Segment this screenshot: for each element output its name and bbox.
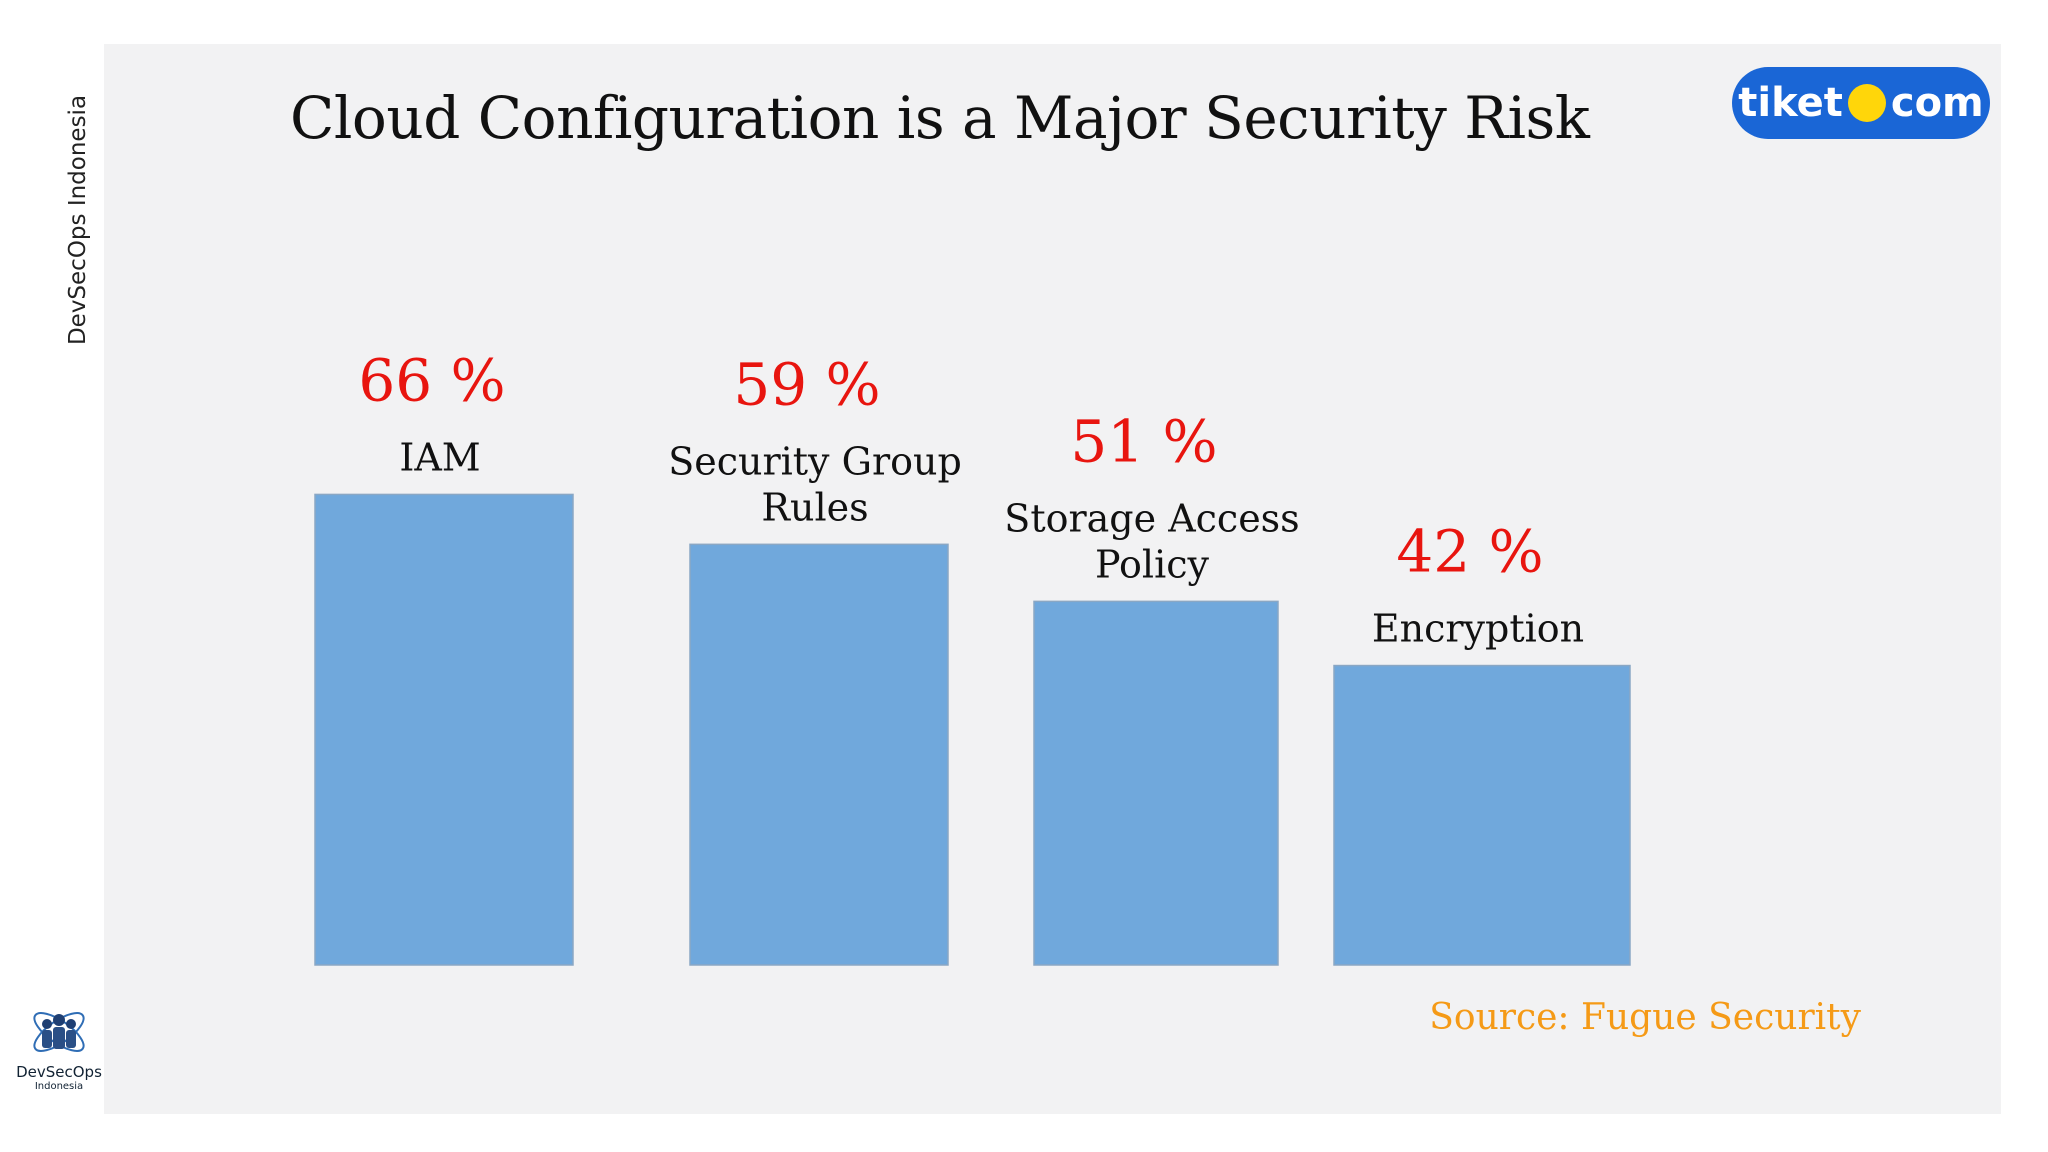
value-label: 66 % bbox=[358, 346, 505, 414]
org-logo-sub: Indonesia bbox=[34, 1081, 84, 1092]
value-label: 51 % bbox=[1070, 407, 1217, 475]
category-label: Policy bbox=[1095, 542, 1209, 586]
slide-panel: Cloud Configuration is a Major Security … bbox=[104, 44, 2001, 1114]
value-label: 42 % bbox=[1396, 518, 1543, 586]
chart-title: Cloud Configuration is a Major Security … bbox=[290, 84, 1590, 152]
org-logo-name: DevSecOps bbox=[16, 1063, 102, 1081]
devsecops-logo: DevSecOps Indonesia bbox=[4, 1000, 114, 1110]
category-label: IAM bbox=[399, 435, 480, 479]
value-label: 59 % bbox=[733, 350, 880, 418]
bar-iam bbox=[314, 493, 574, 966]
category-label: Security Group bbox=[668, 439, 962, 483]
bar-storage-access-policy bbox=[1033, 600, 1279, 966]
side-label: DevSecOps Indonesia bbox=[65, 94, 91, 346]
brand-text-part2: com bbox=[1890, 80, 1984, 126]
bar-security-group-rules bbox=[689, 543, 949, 966]
brand-dot-icon bbox=[1847, 84, 1886, 122]
devsecops-emblem-icon bbox=[33, 1012, 85, 1052]
category-label: Rules bbox=[761, 485, 868, 529]
category-label: Encryption bbox=[1372, 607, 1584, 651]
category-label: Storage Access bbox=[1004, 496, 1299, 540]
brand-text-part1: tiket bbox=[1738, 80, 1843, 126]
tiket-com-logo: tiket com bbox=[1732, 67, 1990, 139]
source-note: Source: Fugue Security bbox=[1429, 997, 1861, 1038]
bar-encryption bbox=[1333, 664, 1631, 966]
